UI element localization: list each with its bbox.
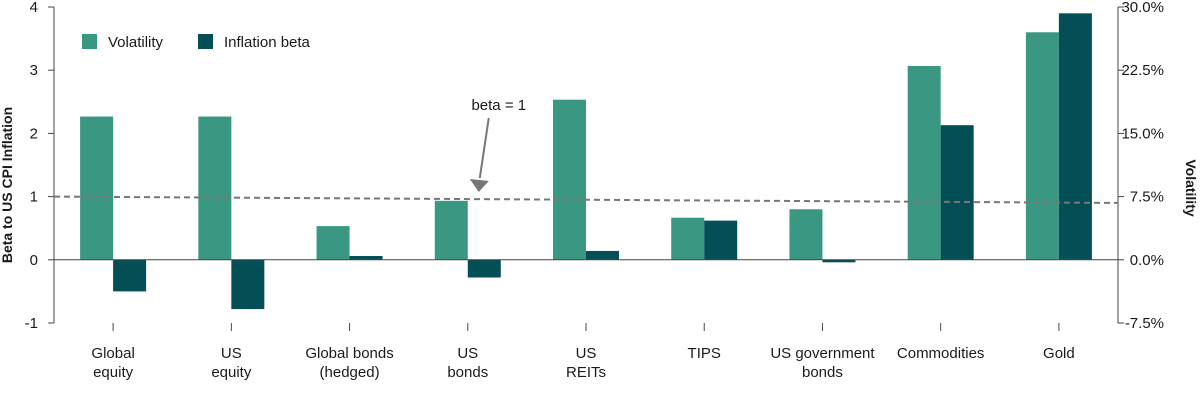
category-labels: Global equity US equity Global bonds (hedged)…	[91, 345, 1074, 381]
category-label-line: US	[221, 345, 242, 362]
legend-swatch-inflation-beta	[198, 34, 213, 49]
beta-annotation: beta = 1	[469, 97, 526, 192]
left-tick-label: 2	[30, 125, 38, 142]
bar-volatility-us-reits	[553, 99, 586, 260]
left-tick-label: 3	[30, 62, 38, 79]
right-tick-label: 7.5%	[1130, 189, 1164, 206]
category-label-line: REITs	[566, 364, 606, 381]
category-label-us-government-bonds: US government bonds	[770, 345, 875, 381]
right-tick-label: 15.0%	[1121, 125, 1164, 142]
category-label-line: equity	[211, 364, 252, 381]
category-label-line: TIPS	[688, 345, 721, 362]
category-label-commodities: Commodities	[897, 345, 985, 362]
category-label-global-equity: Global equity	[91, 345, 134, 381]
category-label-line: (hedged)	[320, 364, 380, 381]
legend-swatch-volatility	[82, 34, 97, 49]
bar-inflation-beta-us-reits	[586, 250, 619, 260]
category-label-line: Global bonds	[305, 345, 393, 362]
left-tick-label: -1	[25, 315, 38, 332]
right-axis-title: Volatility	[1183, 159, 1199, 217]
category-label-line: equity	[93, 364, 134, 381]
bar-volatility-global-bonds-hedged	[316, 226, 350, 260]
right-tick-label: 0.0%	[1130, 252, 1164, 269]
category-label-us-bonds: US bonds	[447, 345, 488, 381]
bar-inflation-beta-us-equity	[231, 259, 265, 310]
right-ticks: -7.5% 0.0% 7.5% 15.0% 22.5% 30.0%	[1118, 0, 1164, 332]
left-tick-label: 0	[30, 252, 38, 269]
left-tick-label: 4	[30, 0, 38, 16]
left-tick-label: 1	[30, 189, 38, 206]
bar-volatility-commodities	[907, 65, 941, 260]
right-tick-label: 30.0%	[1121, 0, 1164, 16]
annotation-arrow-line	[478, 117, 490, 179]
category-label-gold: Gold	[1043, 345, 1075, 362]
bar-volatility-tips	[671, 217, 705, 260]
category-label-tips: TIPS	[688, 345, 721, 362]
right-tick-label: 22.5%	[1121, 62, 1164, 79]
bar-inflation-beta-tips	[704, 220, 738, 260]
category-label-us-equity: US equity	[211, 345, 252, 381]
bars-layer	[80, 13, 1092, 310]
bar-volatility-us-government-bonds	[789, 209, 823, 260]
category-label-line: Global	[91, 345, 134, 362]
category-label-line: bonds	[802, 364, 843, 381]
category-label-line: US government	[770, 345, 875, 362]
annotation-text: beta = 1	[471, 97, 526, 114]
bar-volatility-global-equity	[80, 116, 114, 260]
category-label-line: Commodities	[897, 345, 985, 362]
bar-volatility-us-equity	[198, 116, 232, 260]
left-axis-title: Beta to US CPI Inflation	[0, 107, 15, 263]
bar-volatility-gold	[1025, 32, 1059, 260]
annotation-arrow-head	[469, 179, 489, 192]
category-ticks	[112, 323, 1060, 331]
category-label-us-reits: US REITs	[566, 345, 606, 381]
category-label-line: US	[457, 345, 478, 362]
legend-label-volatility: Volatility	[108, 34, 164, 51]
bar-inflation-beta-global-equity	[113, 259, 147, 292]
category-label-line: bonds	[447, 364, 488, 381]
reference-line-beta-1	[53, 195, 1119, 204]
bar-inflation-beta-commodities	[940, 125, 974, 260]
legend: Volatility Inflation beta	[82, 34, 311, 51]
right-tick-label: -7.5%	[1125, 315, 1164, 332]
category-label-line: Gold	[1043, 345, 1075, 362]
legend-label-inflation-beta: Inflation beta	[224, 34, 311, 51]
left-ticks: -1 0 1 2 3 4	[25, 0, 54, 332]
bar-inflation-beta-us-bonds	[467, 259, 501, 278]
bar-inflation-beta-us-government-bonds	[822, 259, 856, 263]
bar-volatility-us-bonds	[434, 200, 468, 260]
category-label-global-bonds-hedged: Global bonds (hedged)	[305, 345, 393, 381]
category-label-line: US	[576, 345, 597, 362]
bar-inflation-beta-gold	[1058, 13, 1092, 260]
bar-inflation-beta-global-bonds-hedged	[349, 256, 383, 260]
